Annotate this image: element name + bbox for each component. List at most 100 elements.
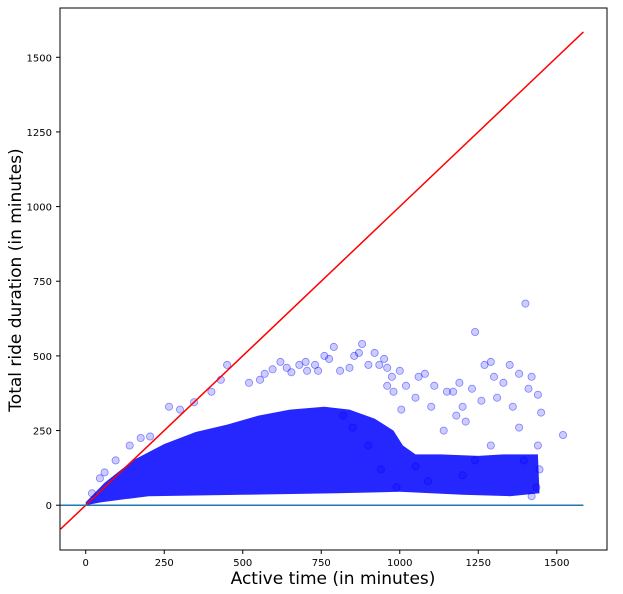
scatter-point	[387, 372, 396, 381]
scatter-point	[527, 372, 536, 381]
scatter-point	[320, 351, 329, 360]
scatter-point	[455, 378, 464, 387]
y-tick-label: 1250	[27, 128, 52, 139]
scatter-point	[383, 381, 392, 390]
scatter-point	[401, 381, 410, 390]
scatter-point	[515, 369, 524, 378]
scatter-point	[430, 381, 439, 390]
scatter-point	[537, 408, 546, 417]
x-tick-label: 1000	[387, 558, 412, 569]
scatter-point	[439, 426, 448, 435]
scatter-point	[175, 405, 184, 414]
scatter-point	[532, 483, 541, 492]
scatter-point	[358, 339, 367, 348]
scatter-point	[348, 423, 357, 432]
scatter-point	[519, 456, 528, 465]
scatter-point	[345, 363, 354, 372]
x-tick-label: 750	[312, 558, 331, 569]
scatter-point	[477, 396, 486, 405]
scatter-point	[392, 483, 401, 492]
scatter-point	[375, 360, 384, 369]
scatter-point	[471, 456, 480, 465]
y-tick-label: 1500	[27, 53, 52, 64]
scatter-point	[449, 387, 458, 396]
scatter-point	[136, 433, 145, 442]
scatter-point	[314, 366, 323, 375]
identity-line	[60, 31, 584, 530]
scatter-point	[486, 357, 495, 366]
scatter-point	[524, 384, 533, 393]
x-tick-label: 250	[155, 558, 174, 569]
scatter-point	[533, 390, 542, 399]
y-tick-label: 750	[33, 277, 52, 288]
x-tick-label: 1500	[544, 558, 569, 569]
scatter-point	[88, 489, 97, 498]
scatter-point	[508, 402, 517, 411]
scatter-point	[244, 378, 253, 387]
scatter-point	[364, 441, 373, 450]
scatter-point	[364, 360, 373, 369]
scatter-point	[125, 441, 134, 450]
scatter-point	[370, 348, 379, 357]
scatter-point	[383, 363, 392, 372]
scatter-point	[164, 402, 173, 411]
scatter-point	[146, 432, 155, 441]
scatter-point	[442, 387, 451, 396]
scatter-point	[533, 441, 542, 450]
scatter-point	[310, 360, 319, 369]
y-axis: 0 250 500 750 1000 1250 1500	[27, 53, 60, 512]
scatter-point	[493, 393, 502, 402]
scatter-point	[268, 365, 277, 374]
point-density	[85, 406, 540, 506]
scatter-point	[389, 387, 398, 396]
scatter-point	[499, 378, 508, 387]
scatter-point	[255, 375, 264, 384]
scatter-point	[452, 411, 461, 420]
scatter-point	[458, 402, 467, 411]
scatter-point	[329, 342, 338, 351]
scatter-point	[303, 366, 312, 375]
scatter-point	[423, 477, 432, 486]
scatter-point	[486, 441, 495, 450]
scatter-point	[458, 471, 467, 480]
scatter-point	[521, 299, 530, 308]
scatter-point	[411, 462, 420, 471]
scatter-point	[467, 384, 476, 393]
reference-lines	[60, 31, 584, 530]
scatter-point	[354, 348, 363, 357]
scatter-point	[480, 360, 489, 369]
scatter-point	[414, 372, 423, 381]
scatter-point	[505, 360, 514, 369]
plot-frame	[59, 7, 608, 551]
scatter-point	[260, 369, 269, 378]
x-tick-label: 1250	[466, 558, 491, 569]
scatter-point	[336, 366, 345, 375]
scatter-point	[489, 372, 498, 381]
scatter-point	[527, 492, 536, 501]
scatter-point	[223, 360, 232, 369]
scatter-point	[276, 357, 285, 366]
scatter-point	[380, 354, 389, 363]
scatter-point	[427, 402, 436, 411]
scatter-point	[301, 357, 310, 366]
scatter-point	[287, 368, 296, 377]
scatter-point	[100, 468, 109, 477]
scatter-point	[207, 387, 216, 396]
scatter-point	[411, 393, 420, 402]
scatter-point	[282, 363, 291, 372]
x-tick-label: 500	[233, 558, 252, 569]
y-tick-label: 0	[46, 501, 52, 512]
y-tick-label: 500	[33, 352, 52, 363]
scatter-point	[535, 465, 544, 474]
scatter-point	[350, 351, 359, 360]
scatter-point	[420, 369, 429, 378]
scatter-point	[395, 366, 404, 375]
scatter-point	[95, 474, 104, 483]
scatter-point	[376, 465, 385, 474]
scatter-points	[88, 299, 568, 501]
scatter-point	[325, 354, 334, 363]
scatter-point	[295, 360, 304, 369]
scatter-point	[559, 430, 568, 439]
scatter-point	[471, 327, 480, 336]
